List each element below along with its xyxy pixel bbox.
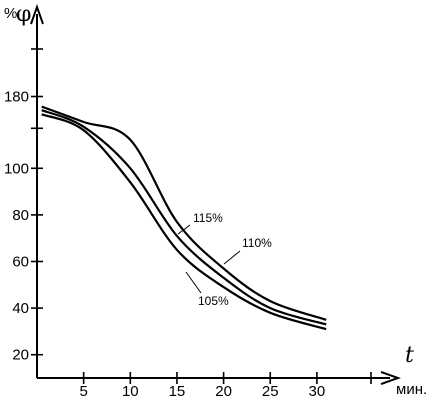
series-labels: 115% 110% 105% xyxy=(177,211,272,308)
x-tick-label-25: 25 xyxy=(262,383,279,400)
series-label-110pct: 110% xyxy=(242,236,272,250)
y-axis-arrow xyxy=(30,3,44,25)
x-axis-unit: мин. xyxy=(396,381,427,398)
x-tick-label-10: 10 xyxy=(122,383,139,400)
series-label-115pct: 115% xyxy=(193,211,223,225)
series-leader-115pct xyxy=(177,224,191,235)
x-axis-symbol: t xyxy=(405,343,414,368)
series-line-110pct xyxy=(41,109,327,326)
y-ticks: 20 40 60 80 100 180 xyxy=(4,48,43,364)
y-tick-label-60: 60 xyxy=(12,254,29,271)
y-tick-label-80: 80 xyxy=(12,207,29,224)
x-tick-label-20: 20 xyxy=(215,383,232,400)
series-curves xyxy=(41,105,327,331)
y-tick-label-100: 100 xyxy=(4,160,29,177)
x-tick-label-5: 5 xyxy=(79,383,87,400)
series-line-105pct xyxy=(41,113,327,331)
y-tick-label-20: 20 xyxy=(12,347,29,364)
y-tick-label-180: 180 xyxy=(4,89,29,106)
x-tick-label-15: 15 xyxy=(169,383,186,400)
x-axis-arrow xyxy=(380,371,402,385)
series-line-115pct xyxy=(41,105,327,321)
y-axis-percent-symbol: % xyxy=(4,5,17,22)
series-leader-110pct xyxy=(223,250,241,265)
y-tick-label-40: 40 xyxy=(12,300,29,317)
series-label-105pct: 105% xyxy=(198,294,229,308)
x-tick-label-30: 30 xyxy=(309,383,326,400)
y-axis-symbol: φ xyxy=(16,2,31,27)
x-ticks: 5 10 15 20 25 30 xyxy=(79,372,372,400)
series-leader-105pct xyxy=(185,271,202,294)
